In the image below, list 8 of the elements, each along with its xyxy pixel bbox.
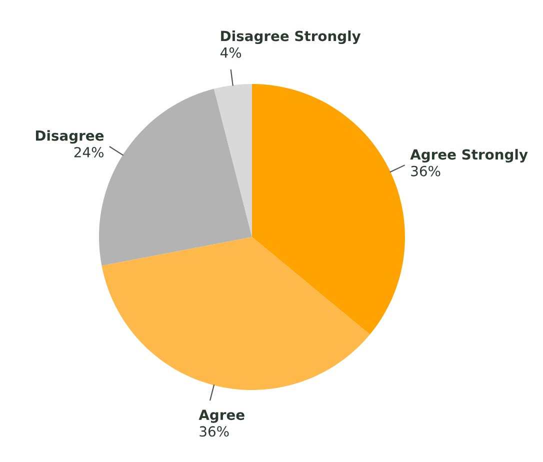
data-label: 36% xyxy=(200,426,229,437)
slice-label: Disagree xyxy=(36,130,104,144)
data-label: 4% xyxy=(220,47,242,58)
data-label: 36% xyxy=(411,166,440,176)
data-label: 24% xyxy=(74,146,104,158)
slice-label: Agree Strongly xyxy=(410,148,528,163)
slice-label: Agree xyxy=(198,410,244,423)
slice-label: Disagree Strongly xyxy=(221,30,361,44)
